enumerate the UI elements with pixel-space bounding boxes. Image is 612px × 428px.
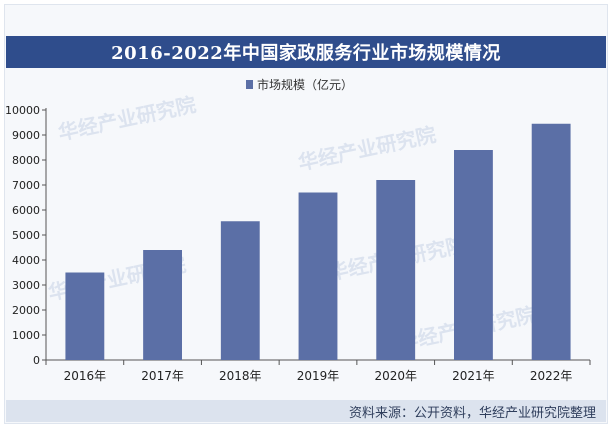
bar xyxy=(376,180,416,360)
bar xyxy=(454,150,493,360)
watermark-text: 华经产业研究院 xyxy=(296,122,438,175)
title-bar: 2016-2022年中国家政服务行业市场规模情况 xyxy=(6,36,606,68)
y-tick-label: 8000 xyxy=(12,154,40,167)
x-axis: 2016年 2017年 2018年 2019年 2020年 2021年 2022年 xyxy=(45,359,591,383)
y-axis: 0 1000 2000 3000 4000 5000 6000 7000 8000 9000 100… xyxy=(5,104,47,367)
y-tick-label: 4000 xyxy=(12,254,40,267)
bar xyxy=(65,272,105,360)
source-note: 资料来源：公开资料，华经产业研究院整理 xyxy=(348,406,596,421)
x-tick-label: 2021年 xyxy=(452,369,495,383)
y-tick-label: 9000 xyxy=(12,129,40,142)
bars xyxy=(65,123,571,360)
x-tick-label: 2020年 xyxy=(374,369,417,383)
x-tick-label: 2016年 xyxy=(64,369,107,383)
watermark-text: 华经产业研究院 xyxy=(56,92,198,145)
x-tick-label: 2017年 xyxy=(141,369,184,383)
bar xyxy=(531,123,571,360)
legend: 市场规模（亿元） xyxy=(246,77,353,92)
chart-title: 2016-2022年中国家政服务行业市场规模情况 xyxy=(111,43,501,64)
footer: 资料来源：公开资料，华经产业研究院整理 xyxy=(6,400,606,422)
y-tick-label: 1000 xyxy=(12,329,40,342)
legend-swatch xyxy=(246,80,253,89)
y-tick-label: 10000 xyxy=(5,104,40,117)
y-tick-label: 0 xyxy=(33,354,40,367)
y-tick-label: 5000 xyxy=(12,229,40,242)
legend-label: 市场规模（亿元） xyxy=(257,77,353,92)
x-tick-label: 2018年 xyxy=(219,369,262,383)
bar xyxy=(220,221,260,360)
bar xyxy=(298,192,338,360)
bar xyxy=(143,250,182,360)
y-tick-label: 2000 xyxy=(12,304,40,317)
x-tick-label: 2022年 xyxy=(530,369,573,383)
y-tick-label: 7000 xyxy=(12,179,40,192)
x-tick-label: 2019年 xyxy=(297,369,340,383)
y-tick-label: 3000 xyxy=(12,279,40,292)
y-tick-label: 6000 xyxy=(12,204,40,217)
